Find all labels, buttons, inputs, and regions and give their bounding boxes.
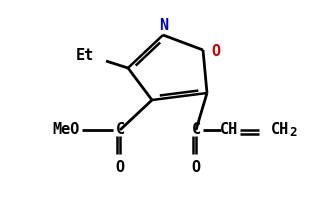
Text: CH: CH <box>220 123 238 138</box>
Text: C: C <box>191 123 201 138</box>
Text: Et: Et <box>76 49 94 63</box>
Text: C: C <box>116 123 125 138</box>
Text: O: O <box>191 160 201 175</box>
Text: O: O <box>116 160 125 175</box>
Text: 2: 2 <box>289 127 297 139</box>
Text: O: O <box>211 45 220 60</box>
Text: N: N <box>160 18 169 33</box>
Text: CH: CH <box>271 123 289 138</box>
Text: MeO: MeO <box>53 123 80 138</box>
